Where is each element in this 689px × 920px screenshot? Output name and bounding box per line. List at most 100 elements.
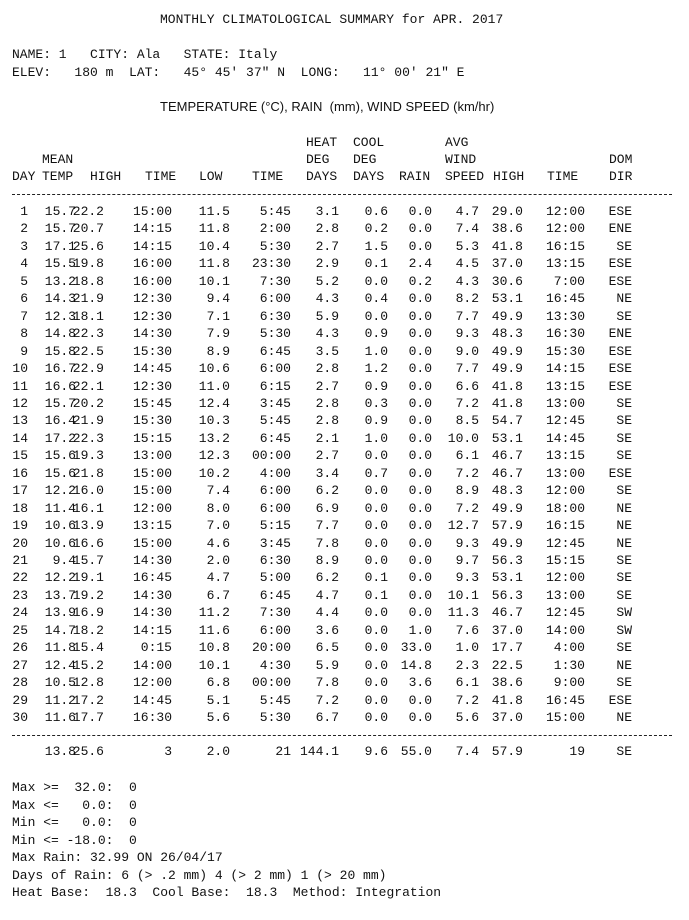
cell: 5:45 xyxy=(259,692,291,708)
cell: 0.9 xyxy=(364,378,388,394)
cell: 56.3 xyxy=(491,553,523,568)
cell: 8.0 xyxy=(206,500,230,516)
cell: 15.7 xyxy=(44,221,76,237)
cell: 5:00 xyxy=(259,570,291,586)
cell: 0.0 xyxy=(408,430,432,446)
cell: 20:00 xyxy=(251,640,291,656)
cell: 15:00 xyxy=(545,710,585,726)
cell: 17.7 xyxy=(72,710,104,726)
cell: 2.8 xyxy=(315,413,339,429)
cell: 6.8 xyxy=(206,675,230,691)
cell: 16:00 xyxy=(132,273,172,289)
cell: 16:45 xyxy=(545,291,585,307)
separator xyxy=(12,735,672,736)
cell: 10.1 xyxy=(198,657,230,673)
cell: 2.7 xyxy=(315,448,339,464)
cell: NE xyxy=(616,535,632,551)
cell: 15:30 xyxy=(132,343,172,359)
cell: 15.7 xyxy=(44,204,76,219)
cell: 20 xyxy=(12,535,28,551)
cell: 13:00 xyxy=(545,587,585,603)
footer-line: Max <= 0.0: 0 xyxy=(12,797,137,813)
cell: 9.3 xyxy=(455,535,479,551)
cell: 0.4 xyxy=(364,291,388,307)
cell: SE xyxy=(616,308,632,324)
summary-cell: 19 xyxy=(569,744,585,759)
cell: 4.7 xyxy=(455,204,479,219)
cell: SE xyxy=(616,448,632,464)
column-header: HIGH xyxy=(90,169,122,184)
cell: 0.0 xyxy=(364,518,388,534)
cell: 2.8 xyxy=(315,221,339,237)
cell: 13:15 xyxy=(545,378,585,394)
cell: 11 xyxy=(12,378,28,394)
summary-cell: 13.8 xyxy=(44,744,76,759)
cell: 53.1 xyxy=(491,570,523,586)
cell: 6:30 xyxy=(259,553,291,568)
column-header: RAIN xyxy=(399,169,431,184)
cell: 6:15 xyxy=(259,378,291,394)
cell: 0.0 xyxy=(364,553,388,568)
column-header: AVG xyxy=(445,135,469,150)
cell: 12.3 xyxy=(44,308,76,324)
cell: 22.9 xyxy=(72,361,104,377)
cell: 12.2 xyxy=(44,483,76,499)
cell: 30 xyxy=(12,710,28,726)
cell: 11.8 xyxy=(198,256,230,272)
cell: 37.0 xyxy=(491,256,523,272)
cell: 2.4 xyxy=(408,256,432,272)
cell: 49.9 xyxy=(491,308,523,324)
cell: 11.2 xyxy=(44,692,76,708)
station: NAME: 1 CITY: Ala STATE: Italy xyxy=(12,47,278,62)
cell: 12.4 xyxy=(44,657,76,673)
cell: 2.7 xyxy=(315,378,339,394)
cell: 4 xyxy=(20,256,28,272)
cell: 16:00 xyxy=(132,256,172,272)
cell: 17.1 xyxy=(44,238,76,254)
cell: 0.0 xyxy=(408,326,432,342)
cell: 8.5 xyxy=(455,413,479,429)
cell: 18.8 xyxy=(72,273,104,289)
cell: 12:00 xyxy=(545,221,585,237)
column-header: SPEED xyxy=(445,169,485,184)
cell: 2.0 xyxy=(206,553,230,568)
cell: 15:00 xyxy=(132,535,172,551)
cell: 27 xyxy=(12,657,28,673)
cell: 53.1 xyxy=(491,291,523,307)
summary-cell: SE xyxy=(616,744,632,759)
cell: 9 xyxy=(20,343,28,359)
cell: 6.2 xyxy=(315,570,339,586)
cell: 5:45 xyxy=(259,413,291,429)
column-header: DAYS xyxy=(306,169,338,184)
cell: 22.1 xyxy=(72,378,104,394)
cell: 00:00 xyxy=(251,448,291,464)
cell: 4.5 xyxy=(455,256,479,272)
cell: 4:30 xyxy=(259,657,291,673)
cell: 7.6 xyxy=(455,622,479,638)
cell: 7.2 xyxy=(315,692,339,708)
cell: 41.8 xyxy=(491,238,523,254)
cell: 15:00 xyxy=(132,204,172,219)
cell: SE xyxy=(616,430,632,446)
cell: 9.7 xyxy=(455,553,479,568)
cell: 0.9 xyxy=(364,413,388,429)
column-header: DIR xyxy=(609,169,633,184)
cell: 22.5 xyxy=(491,657,523,673)
cell: 3 xyxy=(20,238,28,254)
cell: 5.6 xyxy=(455,710,479,726)
summary-cell: 7.4 xyxy=(455,744,479,759)
cell: 41.8 xyxy=(491,692,523,708)
cell: 9.4 xyxy=(52,553,76,568)
cell: 26 xyxy=(12,640,28,656)
column-header: TIME xyxy=(145,169,177,184)
cell: 49.9 xyxy=(491,500,523,516)
cell: 12:00 xyxy=(545,204,585,219)
cell: 21.8 xyxy=(72,465,104,481)
cell: 2.1 xyxy=(315,430,339,446)
cell: 10.4 xyxy=(198,238,230,254)
cell: 57.9 xyxy=(491,518,523,534)
cell: SE xyxy=(616,587,632,603)
cell: 3.1 xyxy=(315,204,339,219)
cell: 46.7 xyxy=(491,448,523,464)
summary-cell: 57.9 xyxy=(491,744,523,759)
